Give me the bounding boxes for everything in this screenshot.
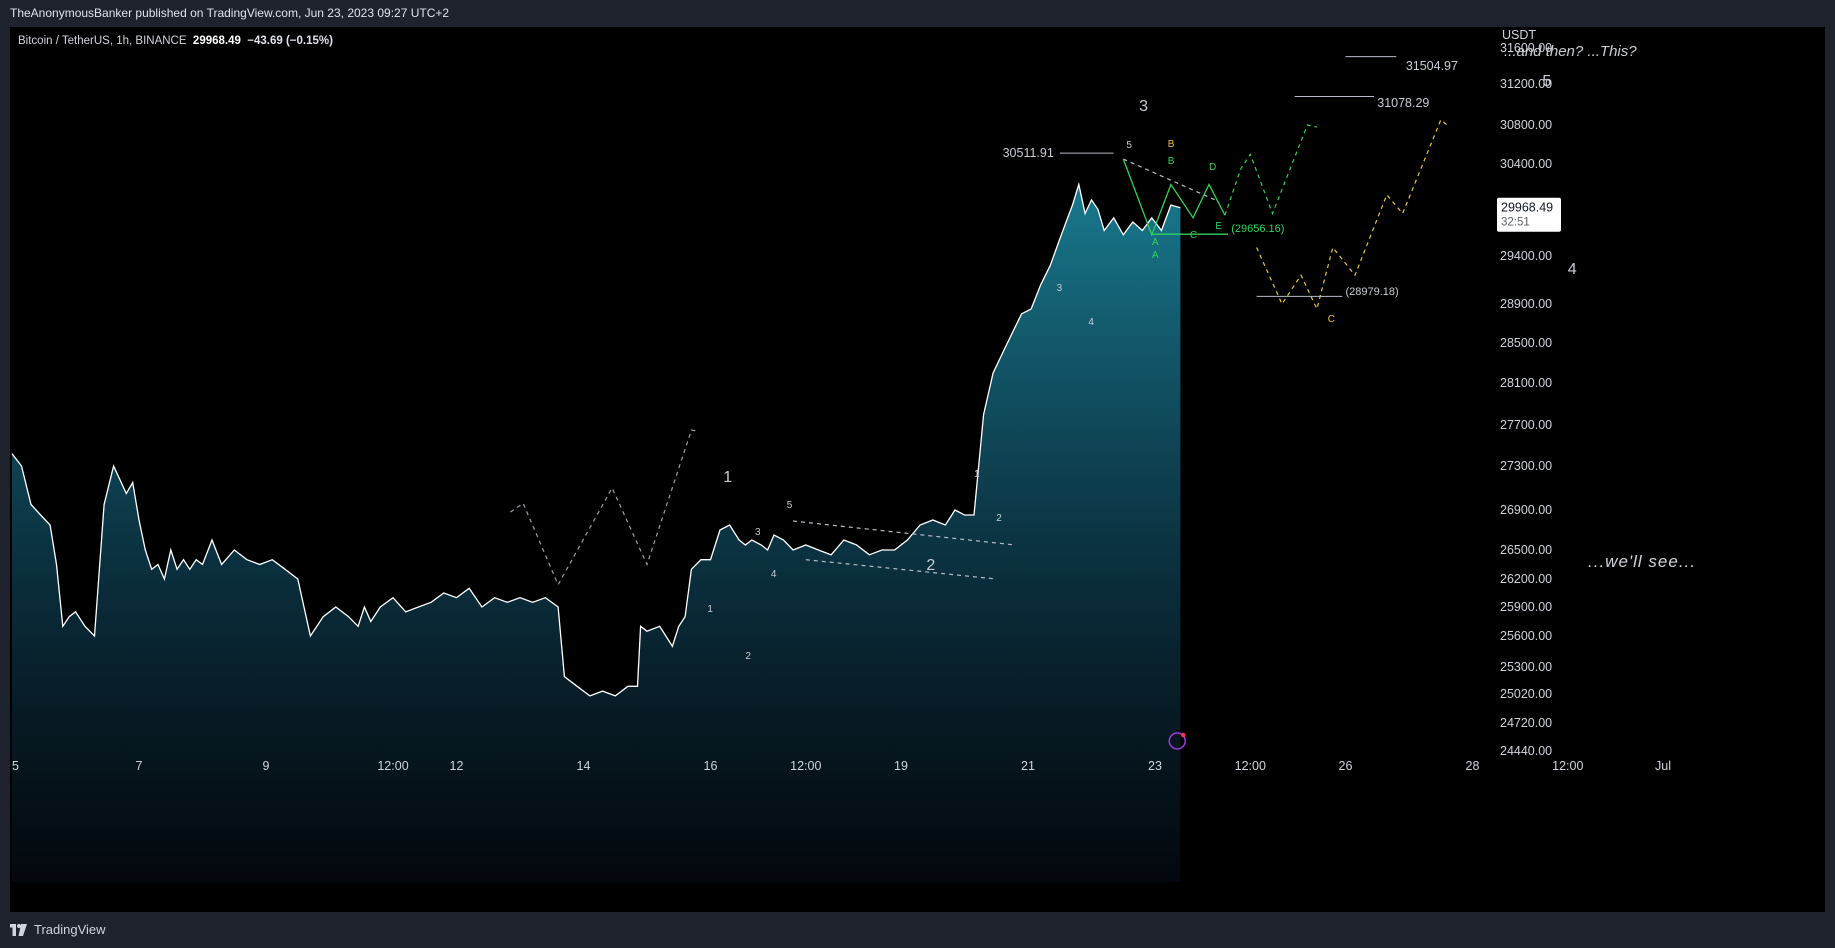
wave-label-3-big: 3 — [1139, 98, 1148, 115]
symbol-change: −43.69 (−0.15%) — [247, 35, 333, 47]
tradingview-brand[interactable]: TradingView — [10, 922, 106, 937]
level-label-29656: (29656.16) — [1231, 223, 1284, 235]
x-tick-label: 12:00 — [1552, 759, 1583, 773]
wave-label-2-big: 2 — [926, 557, 935, 574]
y-tick-label: 30400.00 — [1500, 157, 1552, 171]
note-well-see: ...we'll see... — [1588, 552, 1696, 571]
symbol-name: Bitcoin / TetherUS, 1h, BINANCE — [18, 35, 187, 47]
wave-label-4-big: 4 — [1568, 261, 1577, 278]
level-label-30511: 30511.91 — [1003, 146, 1054, 160]
green-wave-letter: C — [1190, 230, 1197, 241]
symbol-header: Bitcoin / TetherUS, 1h, BINANCE 29968.49… — [18, 35, 333, 47]
wave-small-label: 3 — [1057, 283, 1063, 294]
wave-label-5-big: 5 — [1542, 73, 1551, 90]
y-tick-label: 28100.00 — [1500, 376, 1552, 390]
wave-small-label: 3 — [755, 527, 761, 538]
x-tick-label: Jul — [1655, 759, 1671, 773]
x-tick-label: 23 — [1148, 759, 1162, 773]
green-abcde-path — [1122, 158, 1226, 237]
level-label-31078: 31078.29 — [1377, 96, 1429, 110]
y-tick-label: 28900.00 — [1500, 297, 1552, 311]
y-tick-label: 24720.00 — [1500, 716, 1552, 730]
level-label-31504: 31504.97 — [1406, 59, 1458, 73]
x-tick-label: 9 — [263, 759, 270, 773]
y-tick-label: 26200.00 — [1500, 572, 1552, 586]
wave-small-label: 5 — [787, 500, 793, 511]
axis-currency: USDT — [1502, 28, 1536, 42]
price-axis-bg — [1490, 27, 1825, 912]
symbol-price: 29968.49 — [192, 35, 241, 47]
x-tick-label: 12:00 — [377, 759, 408, 773]
wave-small-label: 4 — [1088, 317, 1094, 328]
x-tick-label: 7 — [136, 759, 143, 773]
alert-dot-icon — [1180, 732, 1186, 738]
x-tick-label: 28 — [1466, 759, 1480, 773]
y-tick-label: 31600.00 — [1500, 41, 1552, 55]
y-tick-label: 31200.00 — [1500, 77, 1552, 91]
y-tick-label: 25300.00 — [1500, 660, 1552, 674]
y-tick-label: 30800.00 — [1500, 118, 1552, 132]
y-tick-label: 28500.00 — [1500, 336, 1552, 350]
y-tick-label: 25600.00 — [1500, 629, 1552, 643]
level-label-28979: (28979.18) — [1346, 286, 1399, 298]
x-tick-label: 12:00 — [790, 759, 821, 773]
wave-small-label: 4 — [771, 569, 777, 580]
wave-small-label: 1 — [707, 604, 713, 615]
y-tick-label: 25900.00 — [1500, 600, 1552, 614]
alert-lightning-icon[interactable] — [1168, 732, 1186, 750]
green-wave-letter: A — [1152, 250, 1159, 261]
speculative-zigzag-grey — [510, 429, 698, 586]
yellow-projection-path — [1256, 118, 1448, 311]
y-tick-label: 26900.00 — [1500, 503, 1552, 517]
y-tick-label: 25020.00 — [1500, 687, 1552, 701]
x-tick-label: 14 — [577, 759, 591, 773]
price-line[interactable] — [11, 181, 1181, 697]
green-wave-letter: B — [1168, 156, 1175, 167]
green-wave-letter: D — [1209, 162, 1216, 173]
y-tick-label: 27700.00 — [1500, 418, 1552, 432]
brand-text: TradingView — [34, 922, 106, 937]
green-wave-letter: A — [1152, 237, 1159, 248]
publisher-bar: TheAnonymousBanker published on TradingV… — [0, 0, 1835, 27]
countdown-label: 32:51 — [1501, 217, 1530, 229]
x-tick-label: 21 — [1021, 759, 1035, 773]
tradingview-logo-icon — [10, 923, 27, 936]
wave-small-label: 5 — [1126, 140, 1132, 151]
note-and-then: ...and then? ...This? — [1504, 43, 1637, 60]
green-wave-letter: E — [1215, 221, 1222, 232]
x-tick-label: 16 — [704, 759, 718, 773]
current-price-label: 29968.49 — [1501, 201, 1553, 215]
y-tick-label: 26500.00 — [1500, 543, 1552, 557]
chart-area[interactable]: USDT 24440.00 24720.00 25020.00 25300.00 2560… — [10, 27, 1825, 912]
channel-upper-line — [793, 520, 1016, 546]
current-price-box — [1497, 197, 1561, 232]
wave-label-1-big: 1 — [723, 469, 732, 486]
price-chart[interactable]: USDT 24440.00 24720.00 25020.00 25300.00 2560… — [10, 27, 1825, 912]
yellow-wave-letter: C — [1328, 314, 1335, 325]
x-tick-label: 12 — [450, 759, 464, 773]
wave-small-label: 2 — [996, 513, 1002, 524]
green-wave-letter: B — [1168, 139, 1175, 150]
footer-bar: TradingView — [0, 912, 1835, 948]
price-area-fill — [12, 184, 1181, 882]
y-tick-label: 24440.00 — [1500, 744, 1552, 758]
green-projection-path — [1224, 124, 1318, 216]
y-tick-label: 27300.00 — [1500, 459, 1552, 473]
triangle-upper-line — [1123, 158, 1216, 201]
y-tick-label: 29400.00 — [1500, 249, 1552, 263]
x-tick-label: 19 — [894, 759, 908, 773]
x-tick-label: 12:00 — [1235, 759, 1266, 773]
x-tick-label: 26 — [1339, 759, 1353, 773]
wave-small-label: 2 — [745, 651, 751, 662]
x-tick-label: 5 — [12, 759, 19, 773]
publisher-text: TheAnonymousBanker published on TradingV… — [10, 6, 450, 20]
wave-small-label: 1 — [974, 469, 980, 480]
